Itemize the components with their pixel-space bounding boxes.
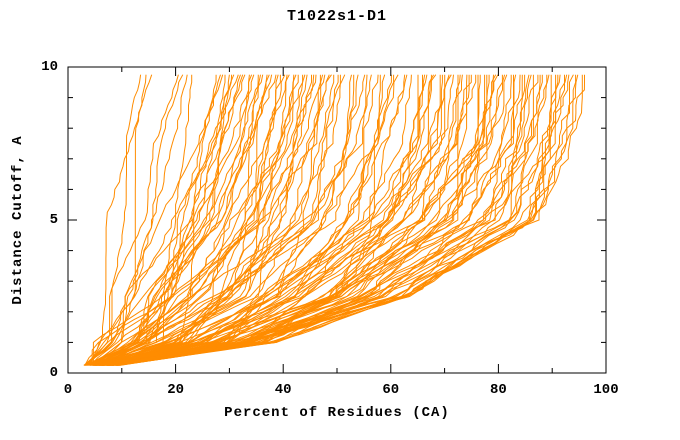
- model-curve: [99, 74, 381, 366]
- model-curve: [97, 74, 426, 366]
- model-curve: [83, 74, 184, 366]
- x-tick-label: 40: [274, 382, 292, 398]
- model-curve: [93, 74, 239, 366]
- model-curve: [86, 74, 179, 366]
- model-curve: [100, 74, 452, 366]
- axis-box-and-ticks: [67, 66, 607, 374]
- model-curve: [113, 74, 550, 366]
- x-tick-label: 0: [63, 382, 73, 398]
- model-curve: [111, 74, 523, 366]
- x-tick-label: 100: [593, 382, 619, 398]
- model-curve: [92, 74, 188, 366]
- model-curve: [112, 74, 532, 366]
- model-curve: [92, 74, 297, 366]
- model-curve: [117, 74, 577, 366]
- model-curve: [104, 74, 312, 366]
- model-curve: [102, 74, 306, 366]
- model-curve: [101, 74, 368, 366]
- model-curve: [106, 74, 339, 366]
- model-curve: [89, 74, 147, 366]
- model-curve: [98, 74, 304, 366]
- model-curve: [94, 74, 290, 366]
- model-curve: [109, 74, 435, 366]
- y-tick-label: 0: [49, 365, 58, 381]
- model-curve: [88, 74, 217, 366]
- model-curve: [99, 74, 463, 366]
- model-curve: [102, 74, 355, 366]
- model-curve: [96, 74, 335, 366]
- y-tick-label: 10: [41, 59, 58, 75]
- y-tick-label: 5: [49, 212, 58, 228]
- model-curve: [87, 74, 142, 366]
- model-curve: [109, 74, 443, 366]
- model-curve: [84, 74, 153, 366]
- model-curve: [107, 74, 565, 366]
- x-axis-label: Percent of Residues (CA): [224, 405, 450, 421]
- model-curve: [102, 74, 488, 366]
- model-curve: [103, 74, 326, 366]
- model-curves: [83, 74, 585, 366]
- model-curve: [109, 74, 461, 366]
- model-curve: [93, 74, 324, 366]
- x-tick-label: 80: [489, 382, 507, 398]
- chart-title: T1022s1-D1: [286, 8, 387, 25]
- model-curve: [100, 74, 470, 366]
- model-curve: [90, 74, 246, 366]
- model-curve: [115, 74, 543, 366]
- model-curve: [84, 74, 224, 366]
- x-tick-label: 60: [382, 382, 400, 398]
- model-curve: [86, 74, 261, 366]
- model-curve: [96, 74, 386, 366]
- model-curve: [90, 74, 279, 366]
- model-curve: [91, 74, 264, 366]
- model-curve: [90, 74, 270, 366]
- model-curve: [94, 74, 233, 366]
- model-curve: [94, 74, 221, 366]
- model-curve: [96, 74, 288, 366]
- model-curve: [108, 74, 568, 366]
- model-curve: [115, 74, 541, 366]
- model-curve: [93, 74, 332, 366]
- model-curve: [102, 74, 346, 366]
- model-curve: [96, 74, 330, 366]
- x-tick-label: 20: [167, 382, 184, 398]
- model-curve: [103, 74, 412, 366]
- model-curve: [101, 74, 419, 366]
- model-curve: [116, 74, 506, 366]
- model-curve: [84, 74, 230, 366]
- model-curve: [101, 74, 352, 366]
- model-curve: [111, 74, 514, 366]
- model-curve: [102, 74, 521, 366]
- model-curve: [92, 74, 315, 366]
- model-curve: [98, 74, 317, 366]
- model-curve: [92, 74, 193, 366]
- model-curve: [110, 74, 559, 366]
